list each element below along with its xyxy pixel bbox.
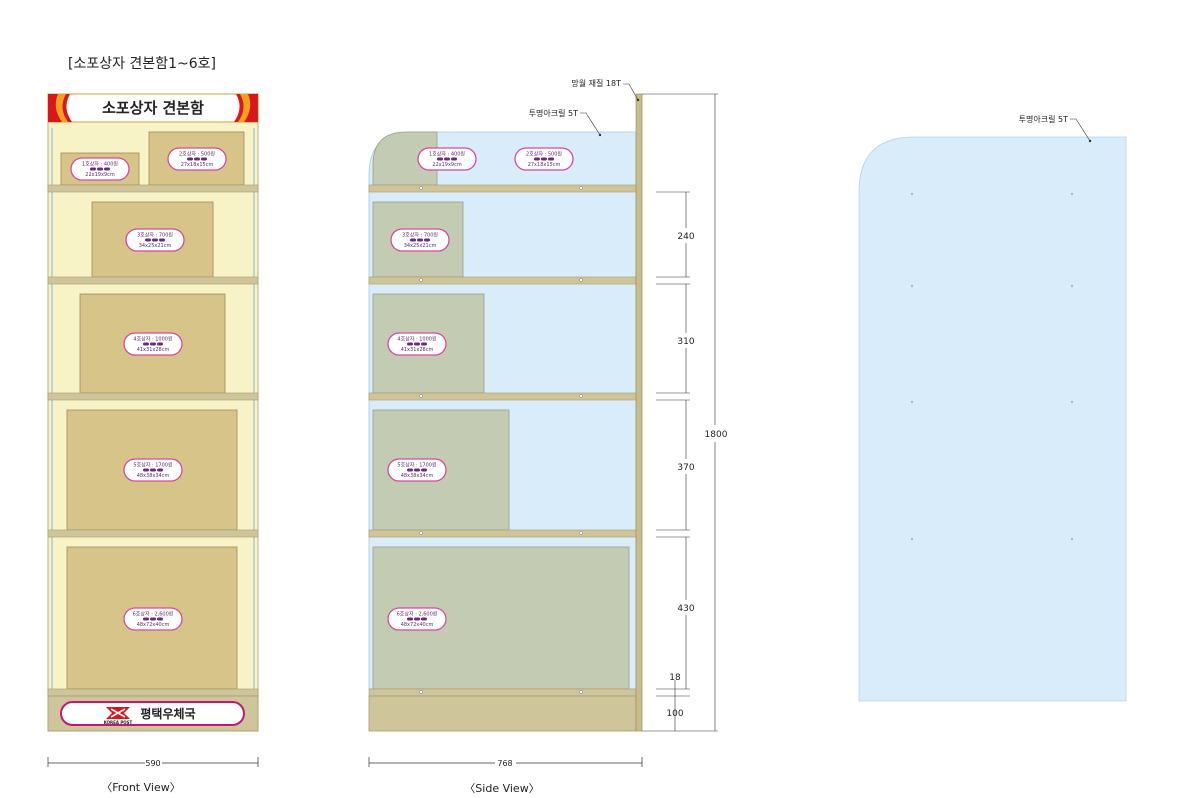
side-dim-label: 430 [677, 604, 694, 614]
price-badge: 2호상자 : 500원 27x18x15cm [167, 147, 227, 171]
badge-name: 2호상자 : 500원 [526, 151, 562, 158]
badge-name: 6호상자 : 2,600원 [133, 611, 174, 618]
side-depth-label: 768 [497, 759, 512, 768]
side-dim-label: 18 [669, 673, 681, 683]
badge-size: 34x25x21cm [404, 243, 437, 249]
price-badges: 1호상자 : 400원 22x19x9cm 2호상자 : 500원 27x18x15c… [70, 147, 574, 631]
price-badge: 4호상자 : 1000원 41x31x28cm [123, 332, 183, 356]
price-badge: 3호상자 : 700원 34x25x21cm [125, 228, 185, 252]
side-shelf [368, 529, 637, 538]
badge-name: 4호상자 : 1000원 [397, 336, 437, 343]
front-footer-brand: 평택우체국 [140, 706, 195, 721]
price-badge: 1호상자 : 400원 22x19x9cm [417, 147, 477, 171]
side-height-label: 1800 [705, 430, 728, 440]
side-dim-label: 240 [677, 232, 694, 242]
price-badge: 5호상자 : 1700원 48x38x34cm [123, 458, 183, 482]
badge-size: 27x18x15cm [528, 162, 561, 168]
price-badge: 2호상자 : 500원 27x18x15cm [514, 147, 574, 171]
side-shelf [368, 392, 637, 401]
badge-name: 1호상자 : 400원 [429, 151, 465, 158]
side-caption: 〈Side View〉 [464, 782, 539, 795]
badge-size: 22x19x9cm [85, 172, 115, 178]
badge-size: 48x38x34cm [401, 473, 434, 479]
side-acrylic-label: 투명아크릴 5T [529, 108, 578, 118]
side-shelf [368, 184, 637, 193]
korea-post-logo-icon: KOREA POST [104, 707, 133, 725]
badge-size: 41x31x28cm [137, 347, 170, 353]
badge-name: 3호상자 : 700원 [137, 232, 173, 239]
side-dim-label: 310 [677, 337, 694, 347]
front-caption: 〈Front View〉 [101, 781, 180, 794]
front-width-label: 590 [145, 759, 160, 768]
front-shelf [47, 184, 259, 193]
panel-acrylic-label: 투명아크릴 5T [1019, 114, 1068, 124]
badge-name: 3호상자 : 700원 [402, 232, 438, 239]
side-mdf-label: 망월 재질 18T [571, 78, 621, 88]
front-shelf [47, 392, 259, 401]
price-badge: 1호상자 : 400원 22x19x9cm [70, 157, 130, 181]
side-dim-label: 100 [666, 709, 683, 719]
badge-name: 4호상자 : 1000원 [133, 336, 173, 343]
front-shelf [47, 688, 259, 697]
price-badge: 6호상자 : 2,600원 48x72x40cm [123, 607, 183, 631]
price-badge: 3호상자 : 700원 34x25x21cm [390, 228, 450, 252]
side-back-panel [635, 93, 643, 732]
side-dim-label: 370 [677, 463, 694, 473]
badge-size: 22x19x9cm [432, 162, 462, 168]
badge-size: 34x25x21cm [139, 243, 172, 249]
badge-size: 41x31x28cm [401, 347, 434, 353]
badge-size: 48x38x34cm [137, 473, 170, 479]
front-header-banner: 소포상자 견본함 [47, 93, 259, 123]
front-shelf [47, 276, 259, 285]
side-view: 망월 재질 18T 투명아크릴 5T 1800 24 [368, 78, 728, 795]
page-title: [소포상자 견본함1~6호] [68, 56, 216, 72]
front-header-title: 소포상자 견본함 [102, 99, 204, 117]
price-badge: 6호상자 : 2,600원 48x72x40cm [387, 607, 447, 631]
badge-size: 27x18x15cm [181, 162, 214, 168]
badge-name: 5호상자 : 1700원 [133, 462, 173, 469]
price-badge: 5호상자 : 1700원 48x38x34cm [387, 458, 447, 482]
badge-name: 2호상자 : 500원 [179, 151, 215, 158]
acrylic-panel [858, 136, 1127, 702]
badge-name: 1호상자 : 400원 [82, 161, 118, 168]
front-view: 소포상자 견본함 KOREA POST 평택우체국 590 [47, 93, 259, 794]
front-footer-logo-text: KOREA POST [104, 720, 133, 725]
price-badge: 4호상자 : 1000원 41x31x28cm [387, 332, 447, 356]
side-box-1 [372, 131, 438, 186]
acrylic-panel-view: 투명아크릴 5T [858, 114, 1127, 702]
badge-size: 48x72x40cm [401, 622, 434, 628]
badge-name: 5호상자 : 1700원 [397, 462, 437, 469]
side-base [368, 695, 637, 732]
badge-name: 6호상자 : 2,600원 [397, 611, 438, 618]
front-shelf [47, 529, 259, 538]
badge-size: 48x72x40cm [137, 622, 170, 628]
side-shelf [368, 688, 637, 697]
side-shelf [368, 276, 637, 285]
